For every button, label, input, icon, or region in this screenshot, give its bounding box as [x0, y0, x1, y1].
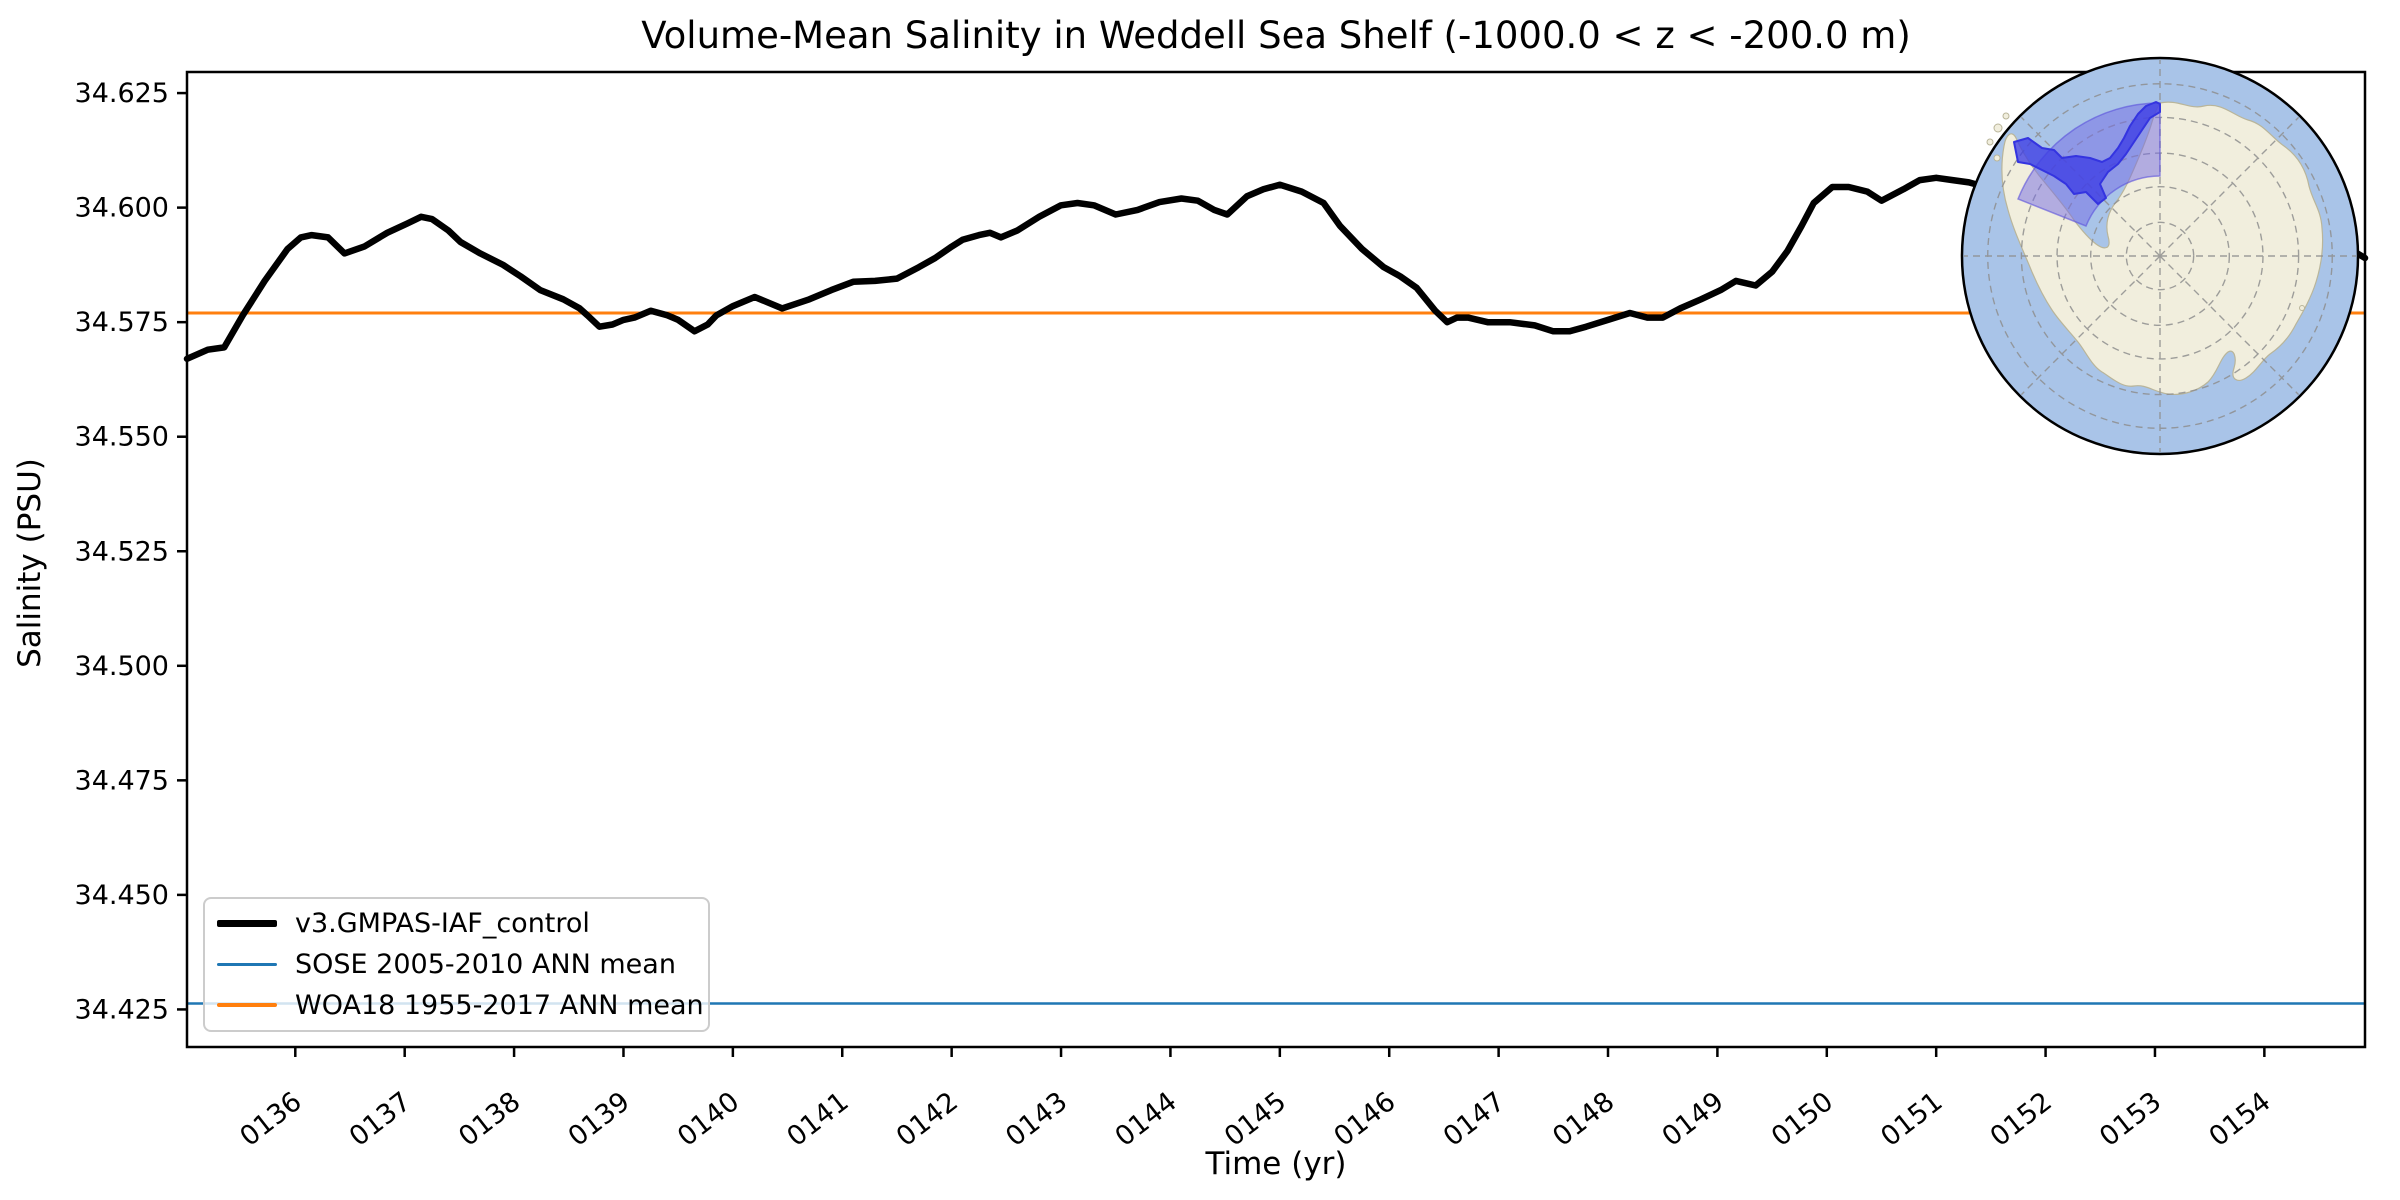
y-tick-label: 34.625: [75, 78, 169, 109]
map-outline: [1960, 56, 2360, 456]
x-tick-label: 0137: [344, 1086, 417, 1153]
legend-item: SOSE 2005-2010 ANN mean: [205, 945, 708, 985]
x-tick-label: 0139: [563, 1086, 636, 1153]
y-tick-label: 34.550: [75, 422, 169, 453]
map-weddell-shelf: [2013, 101, 2161, 205]
x-tick-label: 0141: [781, 1086, 854, 1153]
x-tick-label: 0151: [1875, 1086, 1948, 1153]
map-island: [2002, 112, 2010, 120]
x-tick-label: 0146: [1328, 1086, 1401, 1153]
chart-title: Volume-Mean Salinity in Weddell Sea Shel…: [641, 14, 1911, 57]
y-tick-label: 34.575: [75, 307, 169, 338]
x-tick-label: 0142: [891, 1086, 964, 1153]
legend-label: v3.GMPAS-IAF_control: [295, 908, 590, 940]
y-tick-label: 34.600: [75, 193, 169, 224]
x-tick-label: 0149: [1656, 1086, 1729, 1153]
x-tick-label: 0152: [1985, 1086, 2058, 1153]
map-island: [1993, 154, 2001, 162]
x-tick-label: 0154: [2203, 1086, 2276, 1153]
inset-map: [1960, 56, 2360, 456]
x-tick-label: 0144: [1110, 1086, 1183, 1153]
map-land: [2001, 101, 2324, 396]
x-tick-label: 0138: [453, 1086, 526, 1153]
y-tick-label: 34.475: [75, 765, 169, 796]
x-tick-label: 0140: [672, 1086, 745, 1153]
x-tick-label: 0145: [1219, 1086, 1292, 1153]
x-tick-label: 0150: [1766, 1086, 1839, 1153]
legend-swatch-woa18: [217, 1003, 277, 1008]
x-tick-label: 0136: [234, 1086, 307, 1153]
y-tick-label: 34.525: [75, 536, 169, 567]
legend-label: WOA18 1955-2017 ANN mean: [295, 989, 704, 1021]
y-tick-label: 34.450: [75, 880, 169, 911]
x-tick-label: 0153: [2094, 1086, 2167, 1153]
map-island: [1986, 138, 1994, 146]
legend-swatch-sose: [217, 963, 277, 966]
x-tick-label: 0148: [1547, 1086, 1620, 1153]
legend: v3.GMPAS-IAF_control SOSE 2005-2010 ANN …: [203, 897, 710, 1032]
legend-item: v3.GMPAS-IAF_control: [205, 904, 708, 944]
series-curve: [183, 174, 2369, 363]
legend-swatch-control: [217, 920, 277, 928]
x-axis-label: Time (yr): [1205, 1146, 1347, 1182]
y-axis-label: Salinity (PSU): [12, 458, 48, 668]
legend-label: SOSE 2005-2010 ANN mean: [295, 949, 676, 980]
x-tick-label: 0143: [1000, 1086, 1073, 1153]
x-tick-label: 0147: [1438, 1086, 1511, 1153]
y-tick-label: 34.425: [75, 994, 169, 1025]
legend-item: WOA18 1955-2017 ANN mean: [205, 985, 708, 1025]
plot-area-border: [185, 70, 2367, 1049]
data-series: [183, 174, 2369, 363]
map-island: [1993, 123, 2003, 133]
map-island: [2299, 305, 2305, 311]
y-tick-label: 34.500: [75, 651, 169, 682]
axes-frame: [185, 70, 2367, 1049]
